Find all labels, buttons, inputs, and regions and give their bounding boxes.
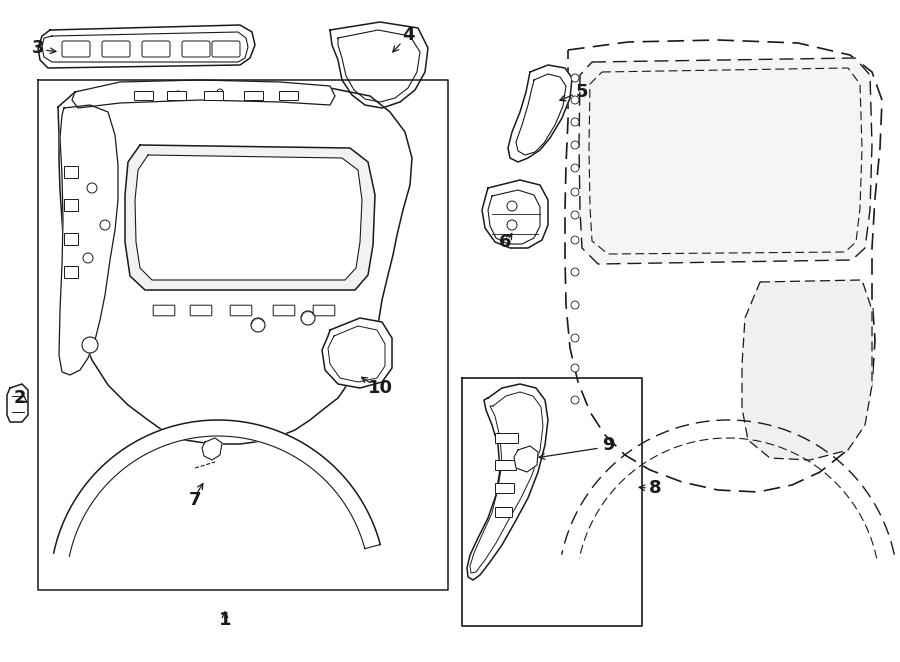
Circle shape bbox=[571, 74, 579, 82]
FancyBboxPatch shape bbox=[313, 305, 335, 316]
Circle shape bbox=[571, 96, 579, 104]
Circle shape bbox=[83, 253, 93, 263]
Circle shape bbox=[571, 188, 579, 196]
Polygon shape bbox=[125, 145, 375, 290]
Circle shape bbox=[301, 311, 315, 325]
Circle shape bbox=[571, 268, 579, 276]
FancyBboxPatch shape bbox=[245, 91, 264, 101]
Circle shape bbox=[174, 91, 182, 99]
Polygon shape bbox=[742, 280, 872, 460]
Text: 4: 4 bbox=[401, 26, 414, 44]
Polygon shape bbox=[58, 82, 412, 444]
FancyBboxPatch shape bbox=[204, 91, 223, 101]
Polygon shape bbox=[482, 180, 548, 248]
Circle shape bbox=[87, 183, 97, 193]
Polygon shape bbox=[514, 446, 538, 472]
FancyBboxPatch shape bbox=[182, 41, 210, 57]
Circle shape bbox=[217, 89, 223, 95]
Text: 10: 10 bbox=[367, 379, 392, 397]
FancyBboxPatch shape bbox=[280, 91, 299, 101]
Circle shape bbox=[571, 236, 579, 244]
Polygon shape bbox=[59, 105, 118, 375]
Circle shape bbox=[571, 301, 579, 309]
Polygon shape bbox=[7, 384, 28, 422]
Text: 5: 5 bbox=[576, 83, 589, 101]
Polygon shape bbox=[579, 58, 872, 264]
Polygon shape bbox=[54, 420, 381, 556]
Polygon shape bbox=[135, 155, 362, 280]
Circle shape bbox=[571, 396, 579, 404]
Polygon shape bbox=[467, 384, 548, 580]
Circle shape bbox=[571, 334, 579, 342]
FancyBboxPatch shape bbox=[167, 91, 186, 101]
Polygon shape bbox=[72, 80, 335, 108]
Polygon shape bbox=[38, 25, 255, 68]
FancyBboxPatch shape bbox=[496, 434, 518, 444]
Circle shape bbox=[507, 201, 517, 211]
Polygon shape bbox=[202, 438, 222, 460]
Text: 1: 1 bbox=[219, 611, 231, 629]
FancyBboxPatch shape bbox=[62, 41, 90, 57]
Text: 6: 6 bbox=[499, 233, 511, 251]
Text: 9: 9 bbox=[602, 436, 614, 454]
Text: 7: 7 bbox=[189, 491, 202, 509]
FancyBboxPatch shape bbox=[496, 461, 517, 471]
FancyBboxPatch shape bbox=[230, 305, 252, 316]
Bar bbox=[64, 199, 78, 211]
Circle shape bbox=[571, 211, 579, 219]
Text: 8: 8 bbox=[649, 479, 662, 497]
Bar bbox=[64, 166, 78, 178]
Polygon shape bbox=[565, 40, 882, 492]
Bar bbox=[64, 266, 78, 278]
Circle shape bbox=[571, 364, 579, 372]
FancyBboxPatch shape bbox=[102, 41, 130, 57]
FancyBboxPatch shape bbox=[134, 91, 154, 101]
Polygon shape bbox=[330, 22, 428, 108]
Polygon shape bbox=[322, 318, 392, 388]
FancyBboxPatch shape bbox=[153, 305, 175, 316]
Text: 2: 2 bbox=[14, 389, 26, 407]
Bar bbox=[64, 233, 78, 245]
Circle shape bbox=[571, 164, 579, 172]
Circle shape bbox=[82, 337, 98, 353]
FancyBboxPatch shape bbox=[212, 41, 240, 57]
Circle shape bbox=[100, 220, 110, 230]
Circle shape bbox=[251, 318, 265, 332]
Polygon shape bbox=[508, 65, 572, 162]
FancyBboxPatch shape bbox=[496, 483, 515, 493]
Circle shape bbox=[507, 220, 517, 230]
FancyBboxPatch shape bbox=[274, 305, 295, 316]
Circle shape bbox=[571, 118, 579, 126]
FancyBboxPatch shape bbox=[190, 305, 212, 316]
Text: 3: 3 bbox=[32, 39, 44, 57]
FancyBboxPatch shape bbox=[142, 41, 170, 57]
FancyBboxPatch shape bbox=[496, 508, 512, 518]
Circle shape bbox=[571, 141, 579, 149]
